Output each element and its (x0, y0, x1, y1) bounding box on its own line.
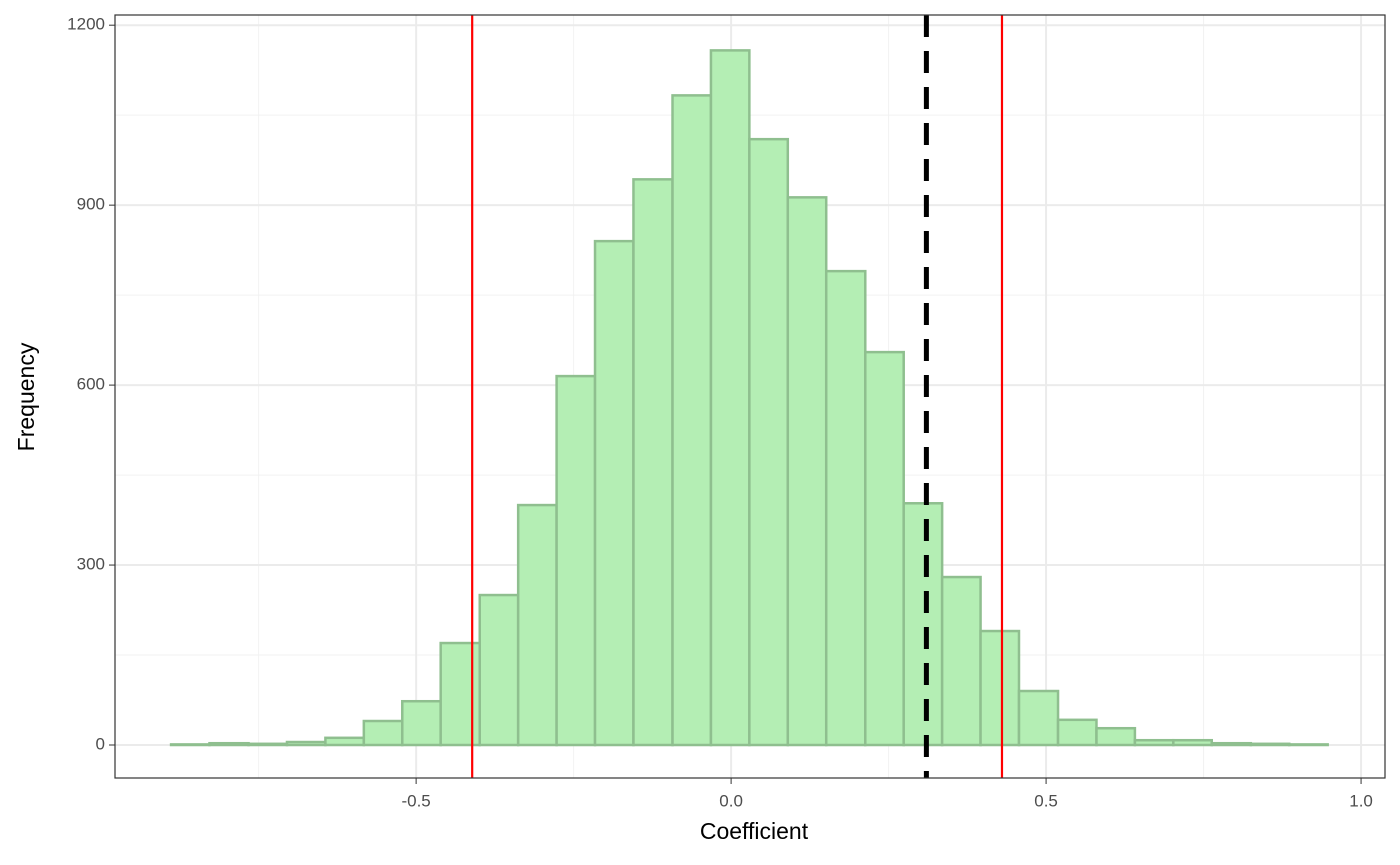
bar (940, 575, 982, 747)
bar (1056, 718, 1098, 747)
bar (632, 178, 674, 747)
bar (208, 741, 250, 747)
bar (555, 374, 597, 747)
bar (439, 641, 481, 747)
y-tick-label: 600 (77, 375, 105, 394)
x-axis-title: Coefficient (700, 818, 809, 844)
y-axis-title: Frequency (13, 342, 39, 451)
x-tick-label: 1.0 (1349, 791, 1373, 810)
bar (1287, 743, 1329, 747)
x-tick-label: 0.0 (719, 791, 743, 810)
bar (1172, 738, 1214, 747)
x-tick-label: -0.5 (401, 791, 430, 810)
y-tick-label: 1200 (67, 15, 105, 34)
bar (748, 137, 790, 747)
bar (324, 736, 366, 747)
y-tick-label: 900 (77, 195, 105, 214)
bar (1249, 742, 1291, 747)
y-tick-label: 0 (96, 734, 105, 753)
bar (671, 94, 713, 747)
bar (401, 699, 442, 747)
x-tick-label: 0.5 (1034, 791, 1058, 810)
bar (593, 239, 635, 747)
bar (478, 593, 520, 747)
bar (864, 350, 905, 747)
bar (285, 740, 327, 747)
bar (362, 719, 404, 747)
bar (1210, 741, 1253, 747)
panel-border (114, 14, 1386, 779)
bar (169, 743, 211, 747)
bar (786, 196, 828, 747)
y-tick-label: 300 (77, 555, 105, 574)
bar (979, 629, 1021, 747)
bar (516, 503, 558, 747)
bar (902, 502, 944, 747)
bar (824, 269, 867, 747)
bar (1017, 689, 1060, 747)
bar (1133, 738, 1175, 747)
bar (709, 49, 751, 747)
bar (1095, 726, 1137, 747)
bar (247, 742, 289, 747)
